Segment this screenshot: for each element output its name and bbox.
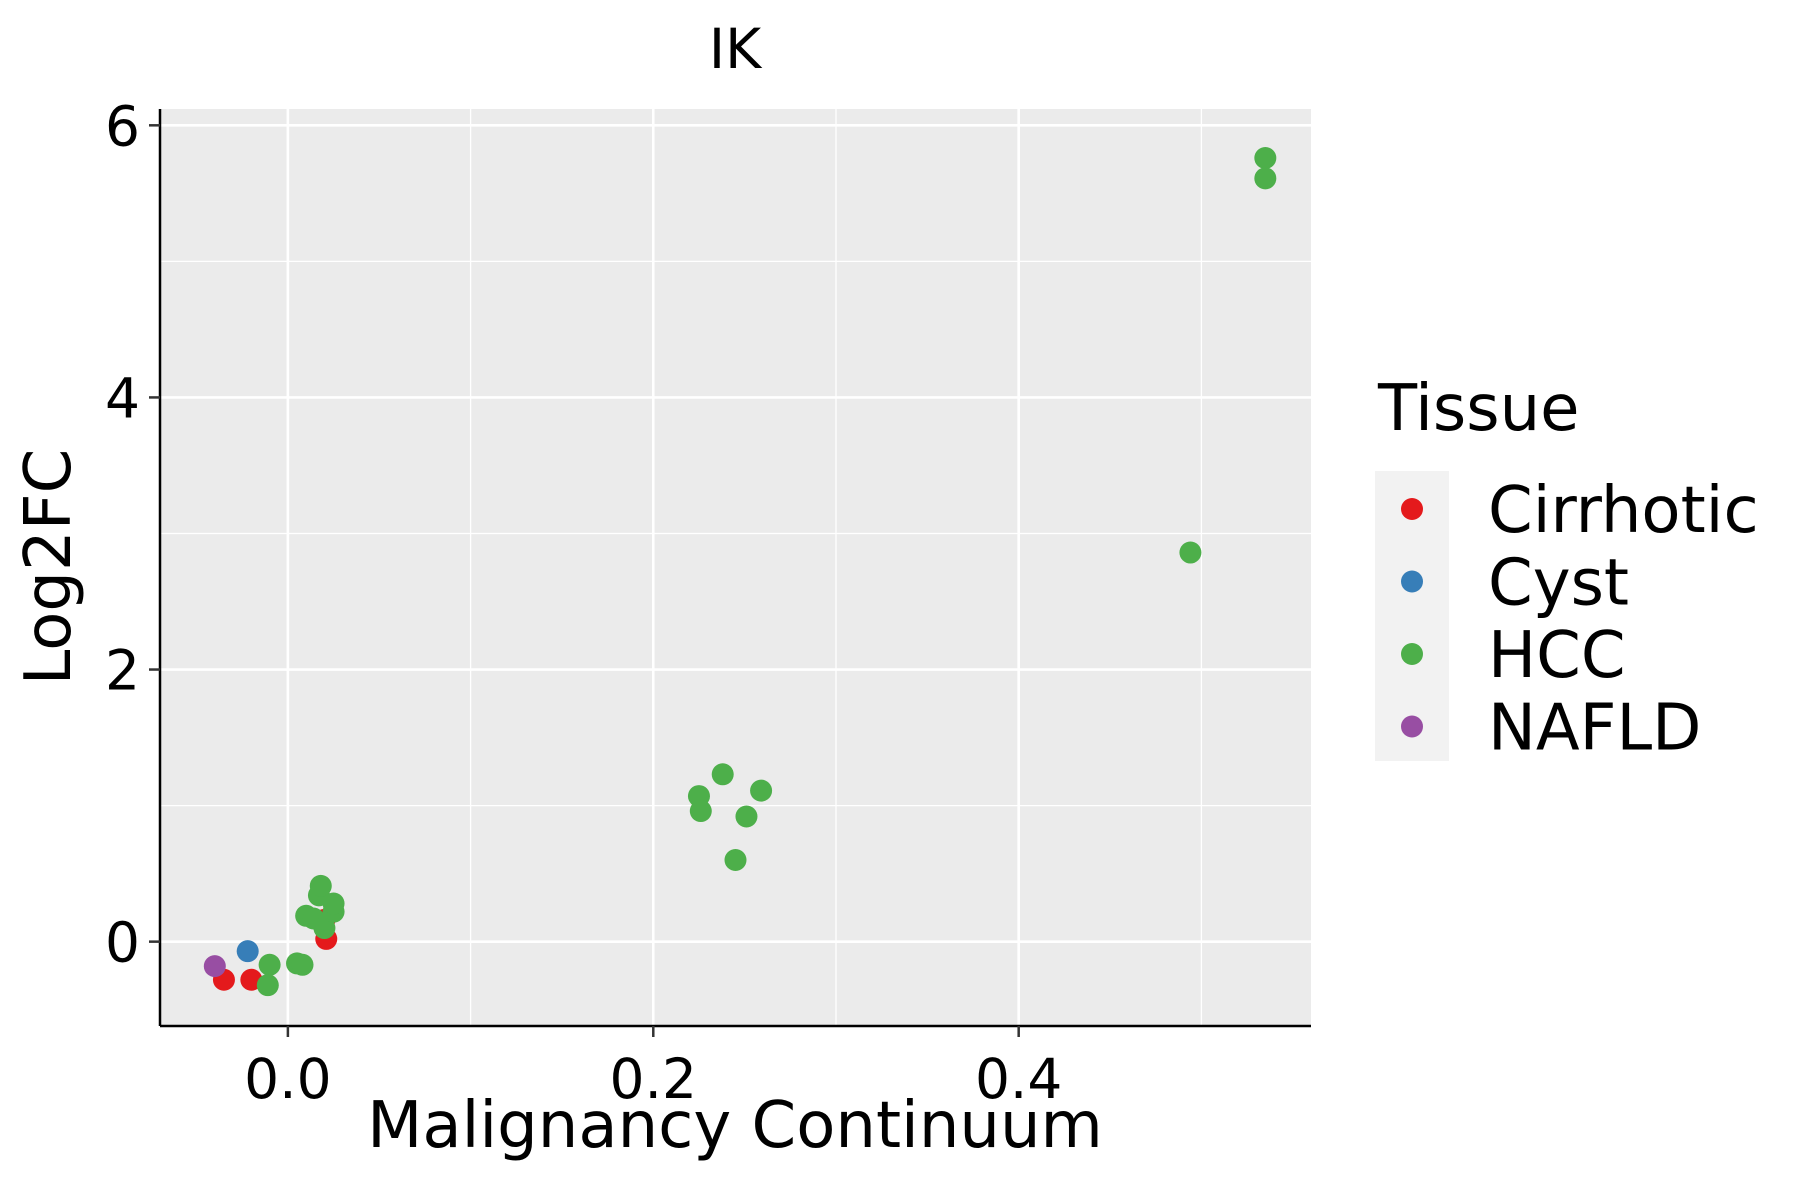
point-hcc	[711, 763, 734, 786]
y-tick-label: 4	[105, 366, 140, 430]
x-tick-label: 0.2	[610, 1047, 697, 1111]
minor-gridlines	[160, 109, 1311, 1026]
y-tick-label: 6	[105, 94, 140, 158]
legend-key-cyst	[1401, 570, 1423, 593]
legend-label-hcc: HCC	[1488, 619, 1626, 693]
legend-label-cirrhotic: Cirrhotic	[1488, 474, 1759, 548]
y-tick-label: 2	[105, 639, 140, 703]
x-axis-ticks: 0.0 0.2 0.4	[244, 1026, 1062, 1111]
x-tick-label: 0.4	[975, 1047, 1062, 1111]
legend-title: Tissue	[1377, 372, 1580, 446]
point-hcc	[689, 800, 712, 823]
point-hcc	[724, 849, 747, 872]
point-hcc	[750, 779, 773, 802]
x-axis-title: Malignancy Continuum	[367, 1089, 1103, 1163]
y-axis-title: Log2FC	[12, 449, 86, 686]
point-hcc	[313, 917, 336, 940]
legend-key-nafld	[1401, 715, 1423, 738]
point-hcc	[291, 953, 314, 976]
major-gridlines	[160, 109, 1311, 1026]
point-hcc	[1179, 541, 1202, 564]
point-hcc	[735, 805, 758, 828]
legend-key-cirrhotic	[1401, 498, 1423, 520]
plot-panel	[160, 109, 1311, 1026]
legend-key-hcc	[1401, 643, 1423, 665]
point-hcc	[309, 874, 332, 897]
point-cyst	[236, 940, 259, 963]
point-hcc	[1254, 146, 1277, 169]
point-hcc	[258, 953, 281, 976]
y-tick-label: 0	[105, 911, 140, 975]
x-tick-label: 0.0	[244, 1047, 331, 1111]
legend-label-cyst: Cyst	[1488, 547, 1629, 621]
y-axis-ticks: 0 2 4 6	[105, 94, 160, 975]
point-hcc	[256, 974, 279, 997]
point-hcc	[1254, 167, 1277, 190]
legend-label-nafld: NAFLD	[1488, 692, 1701, 766]
point-nafld	[203, 955, 226, 978]
point-hcc	[322, 892, 345, 915]
data-points	[203, 146, 1277, 997]
chart-title: IK	[709, 17, 763, 81]
